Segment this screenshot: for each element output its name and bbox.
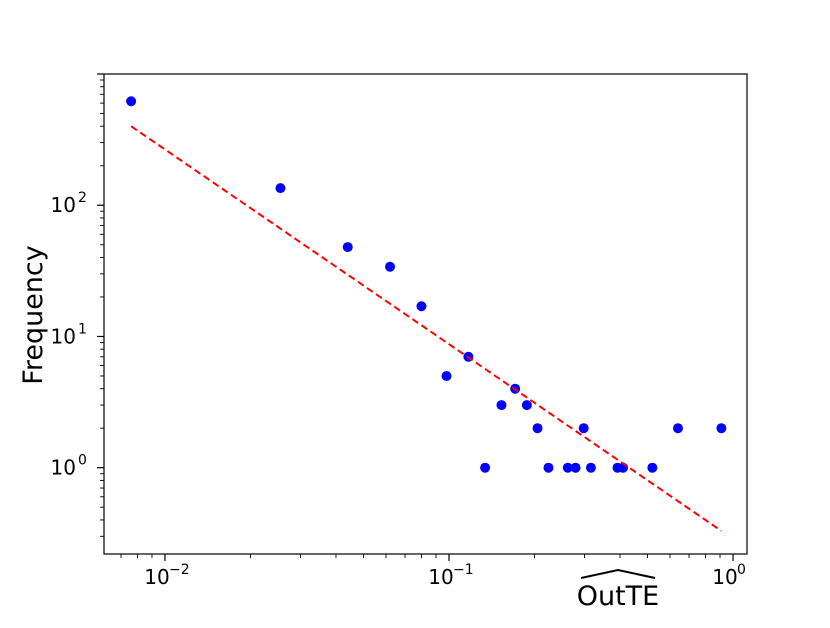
series-layer xyxy=(126,96,727,532)
data-point xyxy=(416,301,427,312)
data-point xyxy=(562,462,573,473)
data-point xyxy=(496,400,507,411)
y-tick-label: 10 xyxy=(51,324,76,348)
x-axis-label-group: OutTE xyxy=(577,568,660,612)
x-axis-label-wide-hat xyxy=(580,568,656,579)
x-tick-label: 10 xyxy=(144,565,169,589)
y-tick-exponent: 1 xyxy=(78,321,87,337)
data-point xyxy=(585,462,596,473)
x-tick-exponent: −2 xyxy=(169,562,190,578)
y-tick-exponent: 2 xyxy=(78,190,87,206)
axis-labels: Frequency OutTE xyxy=(18,245,659,612)
x-tick-label: 10 xyxy=(712,565,737,589)
data-point xyxy=(480,462,491,473)
fit-line xyxy=(130,125,722,532)
data-point xyxy=(441,370,452,381)
data-point xyxy=(647,462,658,473)
x-tick-exponent: 0 xyxy=(737,562,746,578)
x-tick-label: 10 xyxy=(428,565,453,589)
data-point xyxy=(342,242,353,253)
data-point xyxy=(532,423,543,434)
y-tick-exponent: 0 xyxy=(78,453,87,469)
x-axis-label: OutTE xyxy=(577,581,660,612)
plot-area xyxy=(103,73,748,555)
x-tick-exponent: −1 xyxy=(453,562,474,578)
data-point xyxy=(521,400,532,411)
data-point xyxy=(672,423,683,434)
data-point xyxy=(716,423,727,434)
y-axis-label: Frequency xyxy=(18,245,49,385)
data-point xyxy=(570,462,581,473)
data-point xyxy=(578,423,589,434)
y-tick-label: 10 xyxy=(51,193,76,217)
data-point xyxy=(385,261,396,272)
data-point xyxy=(126,96,137,107)
data-point xyxy=(275,183,286,194)
data-point xyxy=(543,462,554,473)
y-tick-label: 10 xyxy=(51,456,76,480)
plot-border xyxy=(103,73,748,555)
x-axis: 10 −2 10 −1 10 0 xyxy=(120,554,746,589)
